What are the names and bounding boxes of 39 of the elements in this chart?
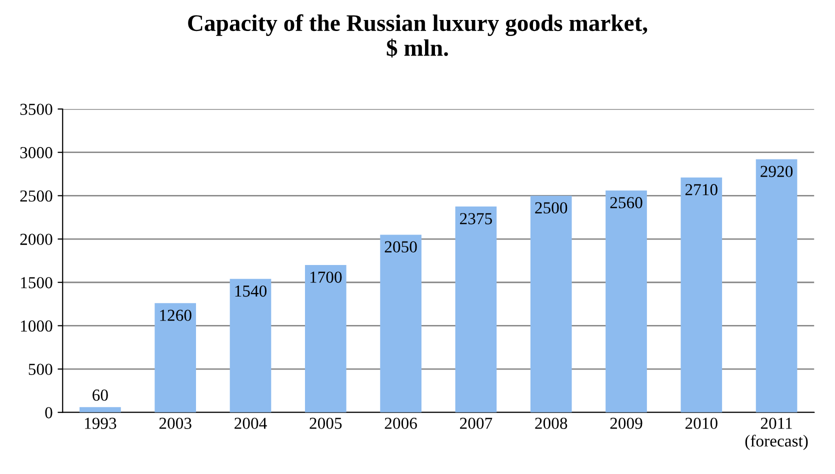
x-tick-label: 2009 — [610, 418, 642, 429]
y-tick-label: 0 — [45, 407, 52, 418]
bar — [455, 206, 497, 412]
data-label: 2500 — [535, 202, 568, 214]
bar — [154, 303, 196, 412]
bar — [530, 196, 572, 412]
data-label: 1540 — [235, 285, 267, 297]
x-tick-label: 2005 — [310, 418, 342, 429]
data-label: 1260 — [160, 310, 192, 321]
y-tick-label: 1000 — [21, 320, 52, 332]
bar — [304, 265, 346, 412]
y-tick-label: 2000 — [20, 234, 52, 245]
chart-title: Capacity of the Russian luxury goods market, $ mln. — [188, 14, 648, 58]
x-tick-label: 2006 — [384, 418, 417, 429]
y-tick-label: 500 — [28, 364, 52, 375]
y-tick-label: 2500 — [20, 190, 52, 202]
bar — [230, 278, 272, 412]
data-label: 1700 — [310, 272, 342, 283]
bar — [380, 234, 422, 412]
x-tick-label: 2003 — [159, 418, 192, 429]
y-tick-label: 1500 — [21, 277, 52, 288]
x-tick-label: 2004 — [234, 418, 267, 429]
bar — [680, 177, 722, 412]
x-tick-label: 1993 — [85, 418, 116, 429]
y-tick-label: 3500 — [20, 104, 52, 115]
bar — [756, 159, 798, 412]
x-tick-label: 2011 (forecast) — [745, 418, 808, 450]
data-label: 2920 — [760, 166, 793, 178]
data-label: 2375 — [460, 213, 492, 224]
data-label: 60 — [92, 390, 108, 401]
data-label: 2560 — [610, 197, 642, 208]
x-tick-label: 2010 — [685, 418, 718, 429]
y-tick-label: 3000 — [20, 147, 52, 158]
bar — [606, 190, 647, 412]
data-label: 2050 — [384, 241, 417, 252]
data-label: 2710 — [685, 184, 718, 196]
x-tick-label: 2007 — [460, 418, 492, 429]
x-tick-label: 2008 — [535, 418, 568, 429]
bar — [80, 407, 121, 412]
